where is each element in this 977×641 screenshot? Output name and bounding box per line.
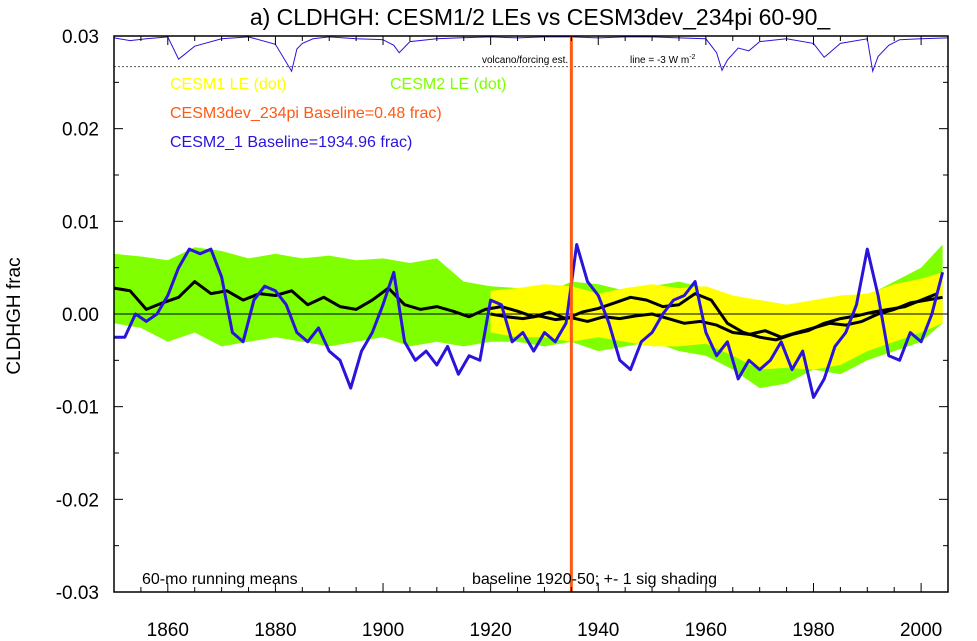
x-tick-label: 1940 xyxy=(577,620,619,641)
x-tick-label: 1860 xyxy=(147,620,189,641)
y-axis-ticks: -0.03 -0.02 -0.01 0.00 0.01 0.02 0.03 xyxy=(56,27,948,604)
volcano-annotation: volcano/forcing est. xyxy=(482,55,568,66)
x-tick-label: 2000 xyxy=(900,620,942,641)
y-tick-label: 0.03 xyxy=(62,27,99,48)
legend-cesm3: CESM3dev_234pi Baseline=0.48 frac) xyxy=(170,105,442,122)
y-tick-label: -0.03 xyxy=(56,583,99,604)
y-tick-label: -0.01 xyxy=(56,398,99,419)
baseline-note: baseline 1920-50; +- 1 sig shading xyxy=(472,571,717,588)
legend-cesm2: CESM2 LE (dot) xyxy=(390,76,506,93)
series-lines xyxy=(114,243,945,399)
x-tick-label: 1920 xyxy=(470,620,512,641)
x-tick-label: 1980 xyxy=(792,620,834,641)
band-cesm1-le-dot- xyxy=(490,272,943,370)
y-tick-label: 0.02 xyxy=(62,120,99,141)
y-tick-label: -0.02 xyxy=(56,490,99,511)
x-axis-ticks: 1860 1880 1900 1920 1940 1960 1980 2000 xyxy=(113,36,949,641)
y-tick-label: 0.00 xyxy=(62,305,99,326)
plot-area xyxy=(114,36,948,592)
y-axis-label: CLDHGH frac xyxy=(4,257,25,374)
forcing-line-annotation-text: line = -3 W m xyxy=(630,55,689,66)
x-tick-label: 1880 xyxy=(254,620,296,641)
y-tick-label: 0.01 xyxy=(62,212,99,233)
legend-cesm2-1: CESM2_1 Baseline=1934.96 frac) xyxy=(170,134,412,151)
x-tick-label: 1900 xyxy=(362,620,404,641)
line-cesm2-1 xyxy=(114,243,945,399)
forcing-line-annotation-sup: -2 xyxy=(689,54,695,61)
forcing-line-annotation: line = -3 W m-2 xyxy=(630,54,696,66)
chart-title: a) CLDHGH: CESM1/2 LEs vs CESM3dev_234pi… xyxy=(250,4,832,30)
forcing-series-line xyxy=(114,36,948,74)
x-tick-label: 1960 xyxy=(685,620,727,641)
legend-cesm1: CESM1 LE (dot) xyxy=(170,76,286,93)
running-mean-note: 60-mo running means xyxy=(142,571,298,588)
